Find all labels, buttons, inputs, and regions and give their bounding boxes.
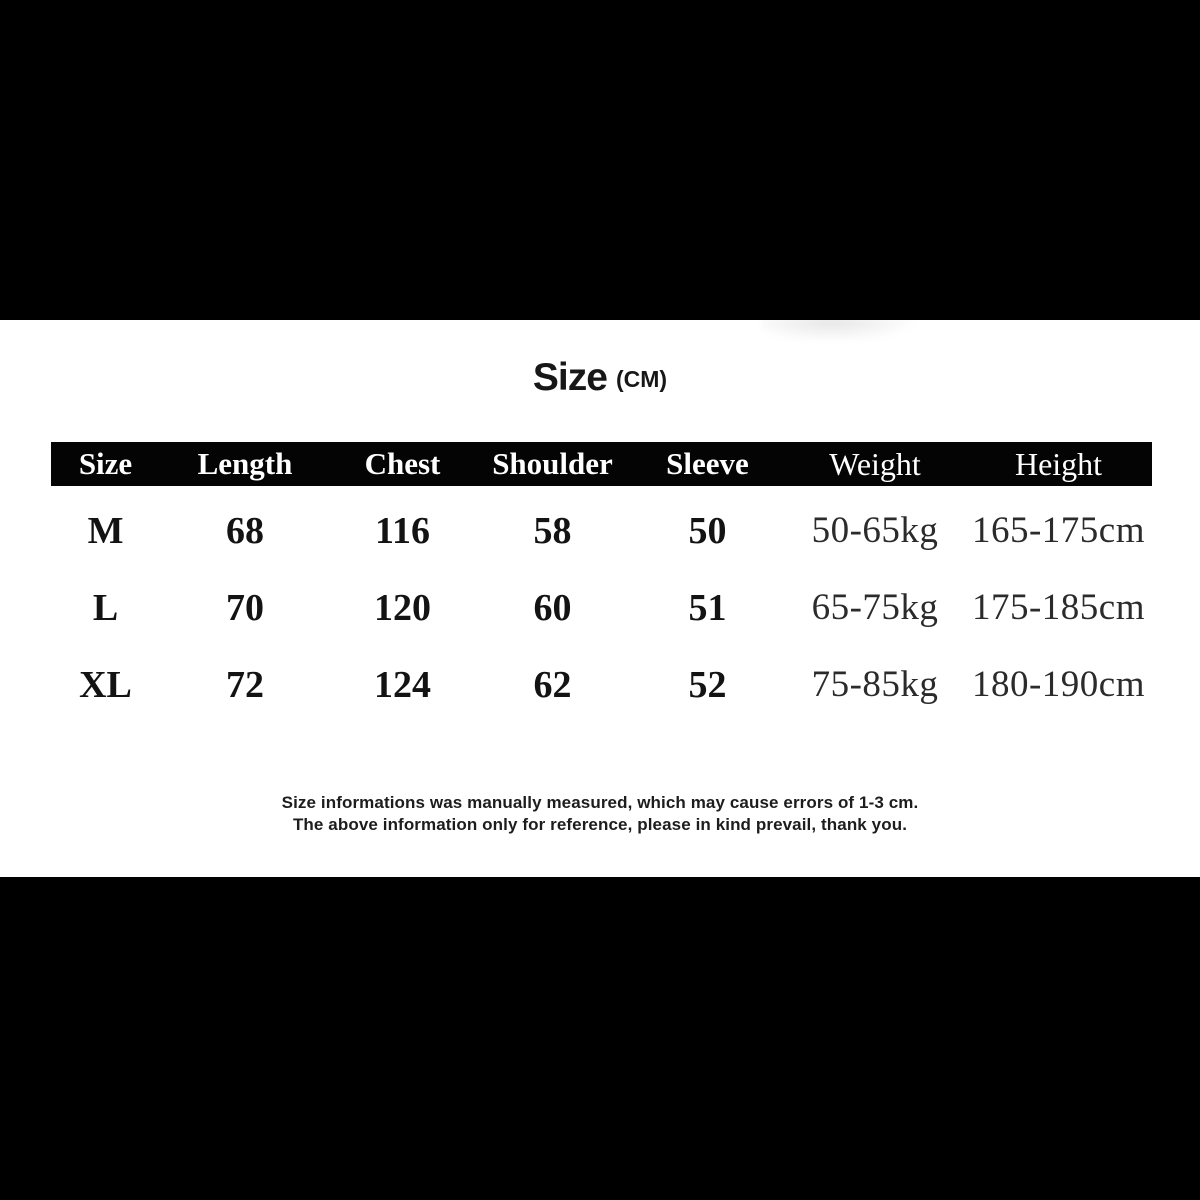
cell-l-length: 70 bbox=[226, 586, 264, 629]
cell-l-chest: 120 bbox=[374, 586, 431, 629]
disclaimer-line-1: Size informations was manually measured,… bbox=[281, 793, 919, 812]
size-table: Size Length Chest Shoulder Sleeve Weight… bbox=[51, 442, 1152, 723]
table-row-xl: XL 72 124 62 52 75-85kg 180-190cm bbox=[51, 646, 1152, 723]
cell-xl-chest: 124 bbox=[374, 663, 431, 706]
cell-xl-size: XL bbox=[79, 663, 132, 706]
cell-l-size: L bbox=[92, 586, 119, 629]
chart-title: Size (CM) bbox=[0, 356, 1200, 400]
header-chest: Chest bbox=[364, 446, 441, 481]
cell-m-weight: 50-65kg bbox=[811, 510, 939, 551]
header-height: Height bbox=[1014, 446, 1103, 482]
header-weight: Weight bbox=[829, 446, 921, 482]
table-row-m: M 68 116 58 50 50-65kg 165-175cm bbox=[51, 492, 1152, 569]
cell-l-weight: 65-75kg bbox=[811, 587, 939, 628]
chart-title-unit: (CM) bbox=[615, 366, 668, 392]
cell-xl-sleeve: 52 bbox=[688, 663, 727, 706]
disclaimer-note: Size informations was manually measured,… bbox=[0, 792, 1200, 836]
gradient-smudge-artifact bbox=[762, 318, 917, 342]
chart-title-text: Size bbox=[532, 356, 608, 399]
cell-m-height: 165-175cm bbox=[971, 510, 1146, 551]
cell-xl-height: 180-190cm bbox=[971, 664, 1146, 705]
table-row-l: L 70 120 60 51 65-75kg 175-185cm bbox=[51, 569, 1152, 646]
size-table-body: M 68 116 58 50 50-65kg 165-175cm L 70 12… bbox=[51, 486, 1152, 723]
cell-m-sleeve: 50 bbox=[688, 509, 727, 552]
top-letterbox-bar bbox=[0, 0, 1200, 320]
header-length: Length bbox=[197, 446, 293, 481]
header-sleeve: Sleeve bbox=[666, 446, 749, 481]
cell-l-shoulder: 60 bbox=[533, 586, 572, 629]
cell-l-height: 175-185cm bbox=[971, 587, 1146, 628]
size-table-header-row: Size Length Chest Shoulder Sleeve Weight… bbox=[51, 442, 1152, 486]
cell-m-shoulder: 58 bbox=[533, 509, 572, 552]
header-shoulder: Shoulder bbox=[492, 446, 613, 481]
cell-m-chest: 116 bbox=[375, 509, 430, 552]
cell-xl-shoulder: 62 bbox=[533, 663, 572, 706]
cell-xl-weight: 75-85kg bbox=[811, 664, 939, 705]
header-size: Size bbox=[78, 446, 133, 481]
cell-xl-length: 72 bbox=[226, 663, 264, 706]
cell-m-size: M bbox=[87, 509, 124, 552]
cell-l-sleeve: 51 bbox=[688, 586, 727, 629]
cell-m-length: 68 bbox=[226, 509, 264, 552]
disclaimer-line-2: The above information only for reference… bbox=[292, 815, 908, 834]
bottom-letterbox-bar bbox=[0, 877, 1200, 1200]
